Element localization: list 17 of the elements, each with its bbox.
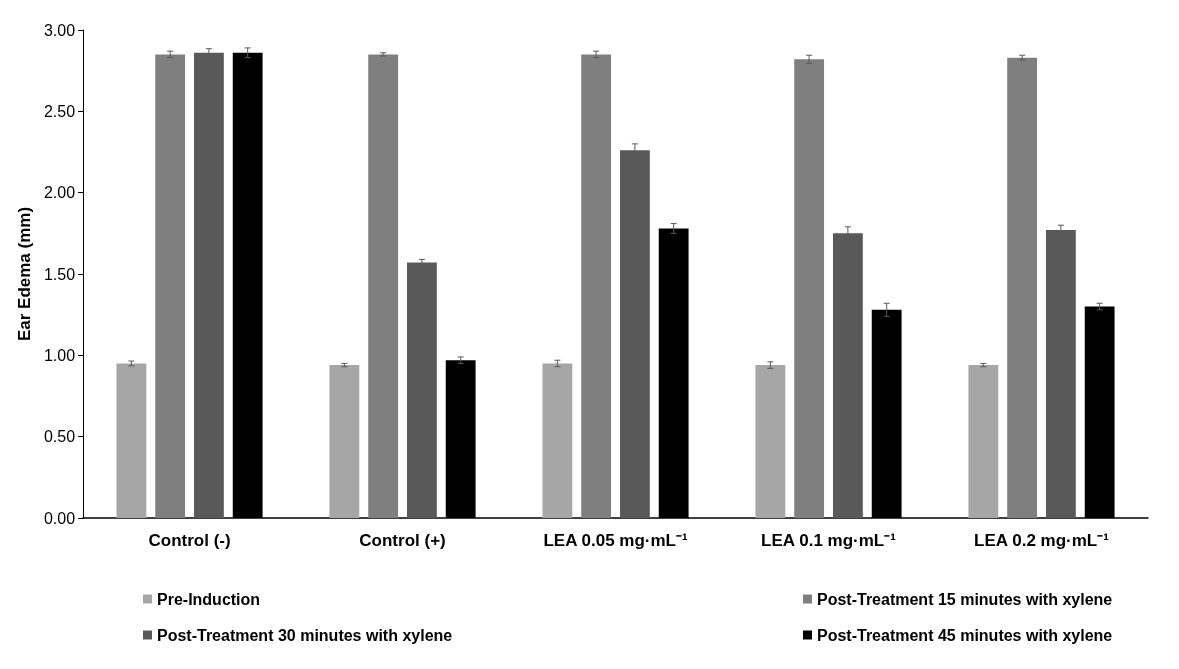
y-tick-label: 0.00	[43, 509, 76, 527]
y-tick-label: 1.00	[43, 346, 76, 364]
y-tick-label: 1.50	[43, 265, 76, 283]
y-tick-label: 0.50	[43, 428, 76, 446]
x-tick-label: LEA 0.2 mg·mL⁻¹	[974, 531, 1110, 550]
x-tick-label: Control (-)	[148, 531, 231, 550]
legend-label: Post-Treatment 45 minutes with xylene	[817, 626, 1113, 644]
y-tick-label: 2.50	[43, 102, 76, 120]
legend-label: Post-Treatment 15 minutes with xylene	[817, 590, 1113, 608]
x-tick-label: LEA 0.1 mg·mL⁻¹	[761, 531, 897, 550]
x-tick-label: LEA 0.05 mg·mL⁻¹	[543, 531, 688, 550]
x-tick-label: Control (+)	[359, 531, 446, 550]
legend-label: Pre-Induction	[157, 590, 261, 608]
y-tick-label: 3.00	[43, 21, 76, 39]
y-axis-title: Ear Edema (mm)	[15, 206, 34, 342]
y-tick-label: 2.00	[43, 184, 76, 202]
legend-label: Post-Treatment 30 minutes with xylene	[157, 626, 453, 644]
